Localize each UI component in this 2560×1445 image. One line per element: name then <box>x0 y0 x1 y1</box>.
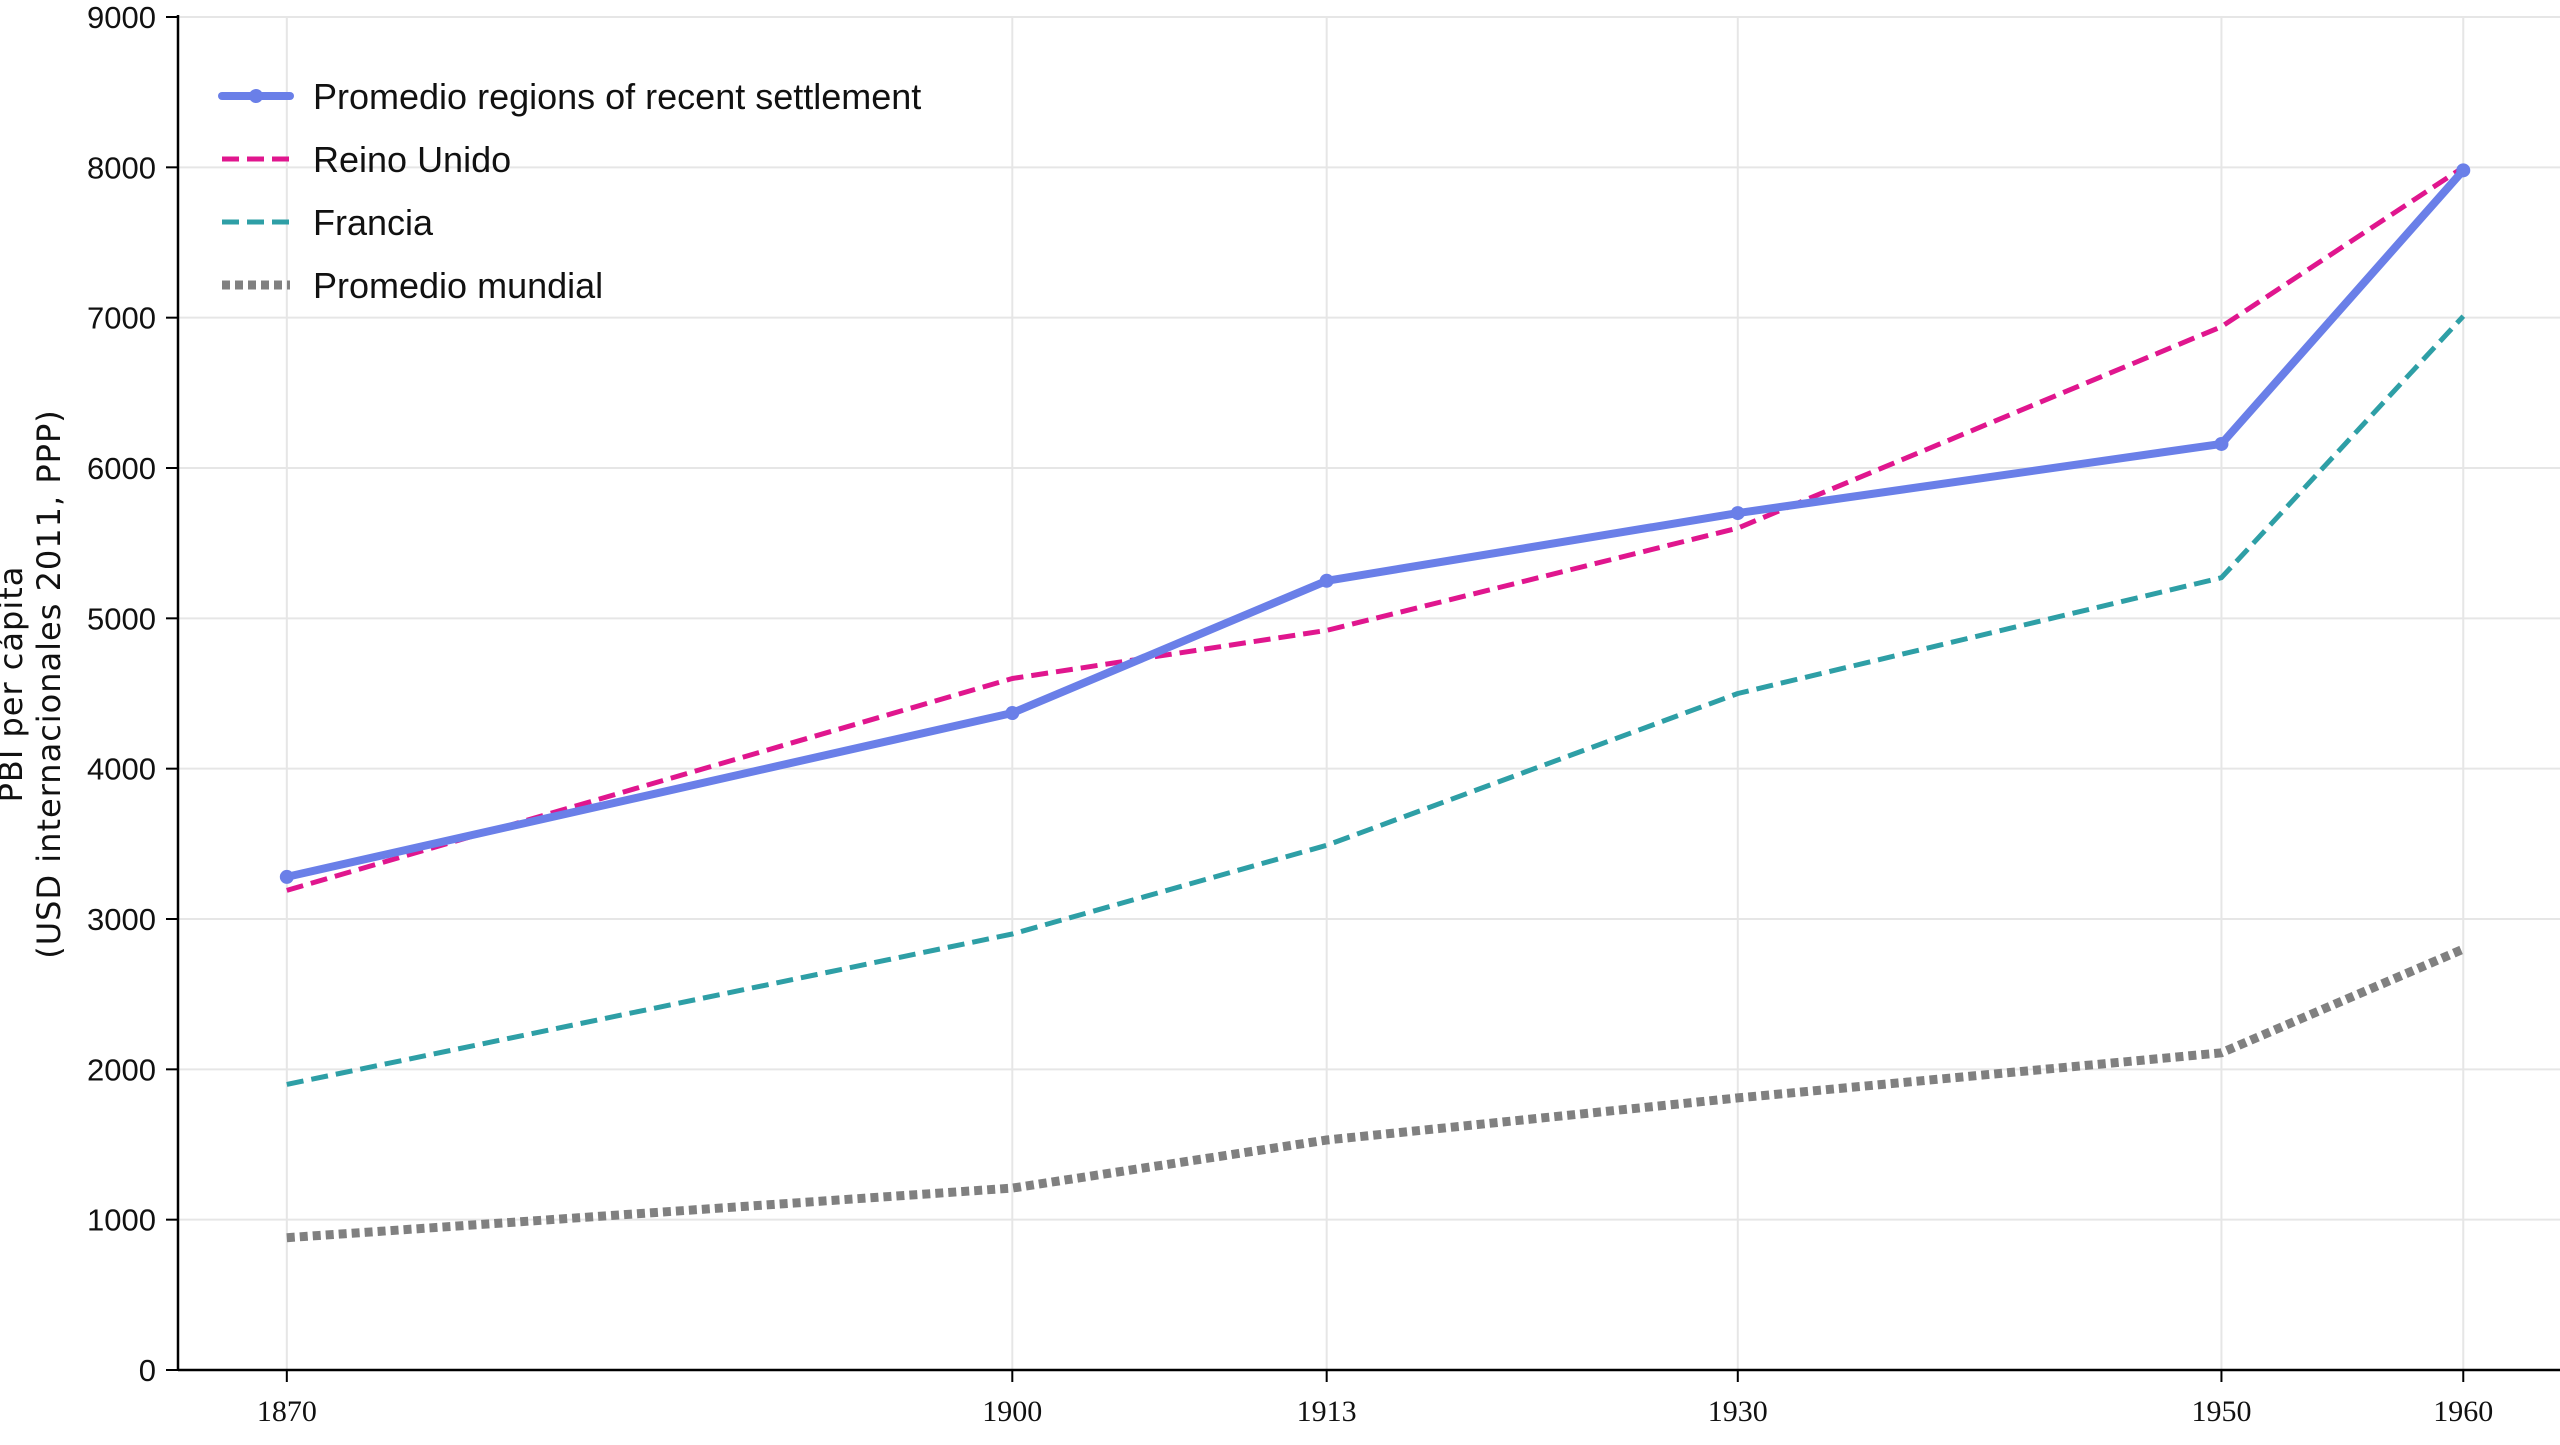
grid-layer <box>178 16 2560 1371</box>
data-point <box>2214 436 2229 451</box>
series-layer <box>279 163 2471 1243</box>
x-tick-label: 1950 <box>2191 1395 2251 1428</box>
y-axis-label-line-1: PBI per cápita <box>0 566 30 803</box>
series-line-francia <box>286 314 2466 1087</box>
data-point <box>2456 163 2471 178</box>
y-tick-label: 9000 <box>87 0 156 35</box>
y-tick-label: 2000 <box>87 1052 156 1087</box>
axes-layer: 0 1000 2000 3000 4000 5000 6000 7000 8000 9000 187… <box>87 0 2560 1428</box>
series-line-reino-unido <box>286 165 2465 893</box>
y-tick-label: 3000 <box>87 902 156 937</box>
x-tick-label: 1930 <box>1708 1395 1768 1428</box>
legend: Promedio regions of recent settlement Rei… <box>218 76 921 306</box>
y-tick-label: 6000 <box>87 451 156 486</box>
series-line-promedio-regions-of-recent-settlement <box>282 166 2468 881</box>
legend-marker <box>249 89 263 103</box>
legend-label-reino-unido: Reino Unido <box>313 139 511 180</box>
legend-label-promedio-regions-of-recent-settlement: Promedio regions of recent settlement <box>313 76 921 117</box>
data-point <box>1005 706 1020 721</box>
data-point <box>279 869 294 884</box>
x-tick-label: 1900 <box>982 1395 1042 1428</box>
data-point <box>1319 573 1334 588</box>
legend-label-promedio-mundial: Promedio mundial <box>313 265 603 306</box>
y-tick-label: 1000 <box>87 1203 156 1238</box>
legend-label-francia: Francia <box>313 202 434 243</box>
y-axis-label-line-2: (USD internacionales 2011, PPP) <box>30 409 68 958</box>
x-tick-label: 1870 <box>257 1395 317 1428</box>
data-point <box>1730 506 1745 521</box>
y-tick-label: 8000 <box>87 150 156 185</box>
series-line-promedio-mundial <box>286 944 2466 1243</box>
x-tick-label: 1960 <box>2433 1395 2493 1428</box>
y-tick-label: 4000 <box>87 752 156 787</box>
y-tick-label: 7000 <box>87 301 156 336</box>
y-tick-label: 5000 <box>87 601 156 636</box>
x-tick-label: 1913 <box>1297 1395 1357 1428</box>
y-tick-label: 0 <box>139 1353 156 1388</box>
